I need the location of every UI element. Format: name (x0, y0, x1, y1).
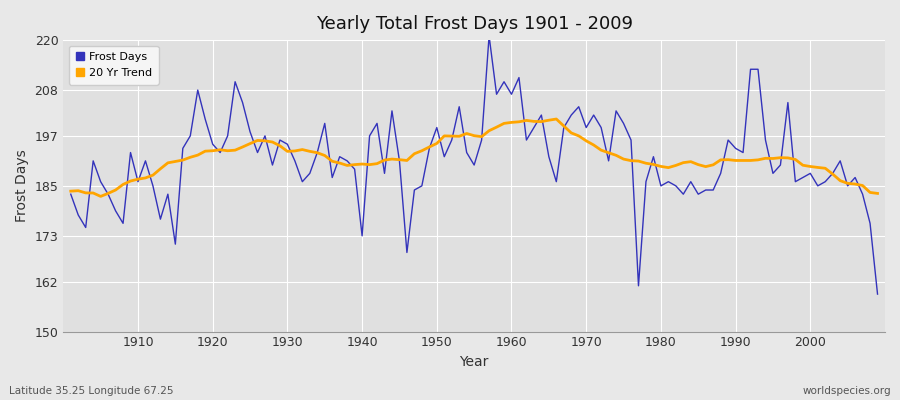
X-axis label: Year: Year (460, 355, 489, 369)
Y-axis label: Frost Days: Frost Days (15, 150, 29, 222)
Title: Yearly Total Frost Days 1901 - 2009: Yearly Total Frost Days 1901 - 2009 (316, 15, 633, 33)
Legend: Frost Days, 20 Yr Trend: Frost Days, 20 Yr Trend (68, 46, 158, 84)
Text: worldspecies.org: worldspecies.org (803, 386, 891, 396)
Text: Latitude 35.25 Longitude 67.25: Latitude 35.25 Longitude 67.25 (9, 386, 174, 396)
